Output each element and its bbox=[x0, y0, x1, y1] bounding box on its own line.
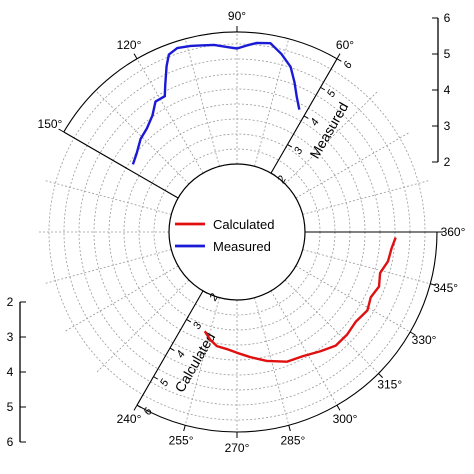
grid-spoke bbox=[43, 179, 172, 215]
angle-tick bbox=[288, 425, 291, 432]
radial-tick-label: 3 bbox=[191, 320, 205, 332]
legend-label: Measured bbox=[213, 239, 271, 254]
angle-tick bbox=[58, 128, 65, 133]
radial-tick-label: 2 bbox=[275, 174, 289, 186]
angle-tick-label: 60° bbox=[336, 38, 354, 52]
angle-tick-label: 270° bbox=[225, 441, 250, 455]
angle-tick bbox=[430, 283, 437, 286]
angular-ticks: 60°90°120°150°240°255°270°285°300°315°33… bbox=[38, 9, 466, 455]
radial-tick-label: 5 bbox=[325, 87, 339, 99]
radial-tick bbox=[303, 115, 309, 119]
scale-tick-label: 5 bbox=[444, 47, 451, 61]
grid-spoke bbox=[284, 90, 379, 185]
angle-tick-label: 120° bbox=[117, 38, 142, 52]
angle-tick-label: 240° bbox=[117, 412, 142, 426]
scale-tick-label: 4 bbox=[444, 83, 451, 97]
series-line-calculated bbox=[203, 237, 397, 363]
scale-tick-label: 2 bbox=[7, 295, 14, 309]
legend: Calculated Measured bbox=[175, 217, 274, 254]
grid-ring bbox=[153, 148, 321, 316]
scale-tick-label: 2 bbox=[444, 155, 451, 169]
grid-spoke bbox=[63, 265, 179, 333]
radial-tick bbox=[186, 319, 192, 323]
grid-spoke bbox=[270, 290, 338, 406]
radial-tick-label: 5 bbox=[158, 377, 172, 389]
radial-tick-label: 4 bbox=[174, 349, 187, 360]
angle-tick-label: 300° bbox=[333, 412, 358, 426]
angle-tick-label: 360° bbox=[441, 225, 466, 239]
grid-spoke bbox=[295, 265, 411, 333]
sector-outer-arc bbox=[136, 231, 438, 433]
radial-tick-label: 6 bbox=[341, 59, 355, 71]
radial-tick-label: 4 bbox=[308, 117, 321, 128]
grid-spoke bbox=[295, 131, 411, 199]
grid-spoke bbox=[95, 279, 190, 374]
grid-spoke bbox=[254, 38, 290, 167]
angle-tick bbox=[133, 53, 138, 60]
scale-tick-label: 6 bbox=[7, 435, 14, 449]
grid-spoke bbox=[43, 249, 172, 285]
angle-tick-label: 255° bbox=[169, 434, 194, 448]
radial-tick bbox=[270, 172, 276, 177]
radial-tick bbox=[202, 290, 208, 294]
angle-tick-label: 150° bbox=[38, 117, 63, 131]
data-series bbox=[131, 41, 397, 363]
angle-tick bbox=[336, 53, 341, 60]
angle-tick bbox=[336, 404, 341, 411]
radial-tick bbox=[287, 144, 293, 148]
grid-spoke bbox=[302, 249, 431, 285]
angle-tick bbox=[409, 331, 416, 336]
radial-tick-label: 6 bbox=[141, 405, 155, 417]
angle-tick-label: 330° bbox=[412, 333, 437, 347]
sector-edge-line bbox=[63, 131, 179, 199]
angle-tick-label: 285° bbox=[280, 434, 305, 448]
radial-tick-label: 2 bbox=[207, 292, 221, 304]
sector-outer-arc bbox=[63, 31, 338, 133]
color-scales: 2 3 4 5 6 2 3 4 5 6 bbox=[7, 11, 451, 449]
angle-tick bbox=[378, 373, 384, 379]
scale-tick-label: 3 bbox=[444, 119, 451, 133]
grid-spoke bbox=[184, 297, 220, 426]
grid-spoke bbox=[184, 38, 220, 167]
scale-tick-label: 3 bbox=[7, 330, 14, 344]
radial-tick bbox=[153, 376, 159, 380]
angle-tick-label: 315° bbox=[377, 378, 402, 392]
angle-tick bbox=[183, 425, 186, 432]
grid-spoke bbox=[302, 179, 431, 215]
grid-spoke bbox=[136, 58, 204, 174]
angle-tick bbox=[133, 404, 138, 411]
grid-spoke bbox=[284, 279, 379, 374]
radial-tick-label: 3 bbox=[292, 145, 306, 157]
scale-tick-label: 5 bbox=[7, 400, 14, 414]
scale-tick-label: 6 bbox=[444, 11, 451, 25]
angle-tick-label: 345° bbox=[433, 281, 458, 295]
radial-tick bbox=[169, 347, 175, 351]
radial-tick bbox=[136, 404, 142, 409]
scale-tick-label: 4 bbox=[7, 365, 14, 379]
angle-tick-label: 90° bbox=[228, 9, 246, 23]
radial-axis-title: Measured bbox=[306, 99, 351, 161]
series-line-measured bbox=[131, 41, 301, 165]
radial-tick bbox=[336, 58, 342, 62]
legend-label: Calculated bbox=[213, 217, 274, 232]
radial-tick bbox=[320, 86, 326, 91]
